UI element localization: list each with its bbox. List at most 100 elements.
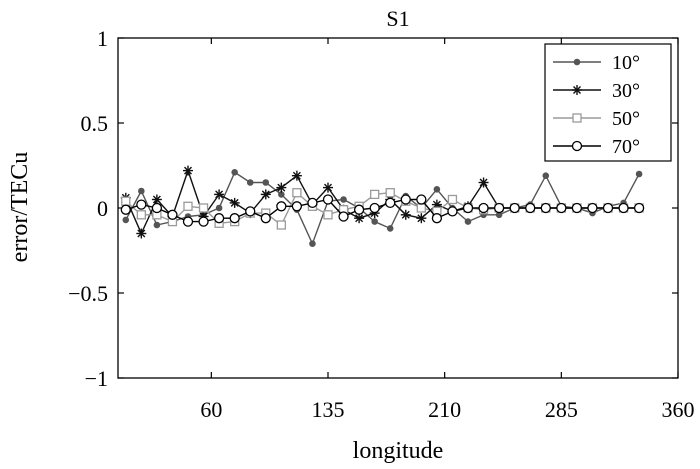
data-point [136, 210, 146, 220]
chart-title: S1 [386, 6, 409, 31]
data-point [213, 213, 225, 224]
data-point [214, 189, 225, 200]
data-point [525, 202, 536, 214]
legend-marker [573, 58, 581, 66]
y-tick-label: 0.5 [81, 111, 109, 136]
x-tick-label: 360 [662, 397, 695, 422]
data-point [431, 213, 443, 224]
star-marker-stroke [277, 183, 286, 192]
star-marker-stroke [479, 178, 488, 187]
legend-marker [572, 85, 582, 95]
data-point [635, 170, 643, 178]
data-point [571, 202, 583, 214]
data-point [136, 228, 147, 239]
star-marker-stroke [215, 190, 224, 199]
y-tick-label: 0 [97, 196, 108, 221]
star-marker-stroke [261, 190, 270, 199]
data-point [370, 189, 380, 200]
data-point [291, 170, 302, 181]
data-point [309, 240, 316, 247]
data-point [416, 194, 427, 205]
data-point [447, 206, 458, 217]
data-point [151, 202, 163, 214]
data-point [182, 216, 194, 227]
x-axis-label: longitude [353, 438, 444, 464]
data-point [260, 189, 271, 200]
legend-entry: 50° [553, 108, 640, 130]
legend-entry: 70° [553, 136, 640, 158]
data-point [433, 186, 441, 193]
plot-frame [117, 37, 679, 379]
data-point [245, 206, 256, 217]
legend: 10° 30° 50° 70° [544, 43, 672, 162]
data-point [618, 202, 629, 214]
data-point [400, 194, 411, 205]
data-point [292, 188, 302, 198]
x-tick-label: 285 [545, 397, 578, 422]
data-point [291, 201, 303, 212]
data-point [276, 201, 287, 212]
legend-label: 30° [612, 80, 640, 102]
data-point [246, 179, 254, 186]
star-marker-stroke [324, 183, 332, 192]
data-point [416, 203, 426, 213]
data-point [462, 202, 474, 214]
data-point [478, 177, 489, 188]
data-point [464, 218, 472, 225]
data-point [231, 169, 238, 176]
data-point [400, 209, 411, 220]
data-point [198, 216, 209, 227]
data-point [262, 179, 270, 186]
x-tick-label: 210 [428, 397, 461, 422]
data-point [385, 188, 395, 198]
data-point [198, 203, 209, 213]
data-point [371, 218, 378, 225]
data-point [120, 204, 131, 215]
star-marker-stroke [573, 86, 581, 94]
data-point [340, 196, 347, 203]
star-marker-stroke [292, 171, 301, 180]
data-point [153, 221, 161, 229]
y-axis-label: error/TECu [7, 152, 33, 263]
series-1 [120, 165, 645, 239]
data-point [136, 199, 147, 210]
data-point [633, 202, 645, 214]
data-point [322, 194, 334, 205]
legend-label: 10° [612, 52, 640, 74]
star-marker-stroke [401, 210, 410, 219]
data-point [122, 216, 130, 224]
legend-label: 50° [612, 108, 640, 130]
x-axis-ticks: 60 135 210 285 360 [200, 38, 695, 422]
data-point [542, 172, 550, 179]
legend-label: 70° [612, 136, 640, 158]
data-point [556, 202, 567, 214]
data-point [385, 197, 396, 209]
data-point [416, 213, 427, 224]
star-marker-stroke [355, 214, 364, 223]
data-point [354, 213, 365, 224]
data-point [369, 202, 380, 214]
data-point [183, 201, 193, 211]
data-point [276, 182, 287, 193]
star-marker-stroke [230, 198, 239, 207]
series-3 [120, 194, 645, 227]
x-tick-label: 60 [200, 397, 222, 422]
data-point [509, 202, 520, 214]
data-point [540, 202, 551, 214]
legend-marker [572, 113, 582, 123]
series-line [125, 198, 640, 223]
legend-box [544, 43, 672, 162]
y-tick-label: −0.5 [68, 281, 108, 306]
series-line [125, 171, 640, 246]
y-axis-ticks: 1 0.5 0 −0.5 −1 [68, 26, 678, 391]
data-point [493, 202, 505, 214]
data-point [215, 204, 223, 212]
star-marker-stroke [152, 195, 161, 204]
star-marker-stroke [417, 214, 426, 223]
data-point [167, 209, 178, 220]
data-point [276, 220, 286, 230]
data-point [229, 197, 240, 208]
data-point [121, 196, 131, 206]
data-point [183, 165, 193, 176]
